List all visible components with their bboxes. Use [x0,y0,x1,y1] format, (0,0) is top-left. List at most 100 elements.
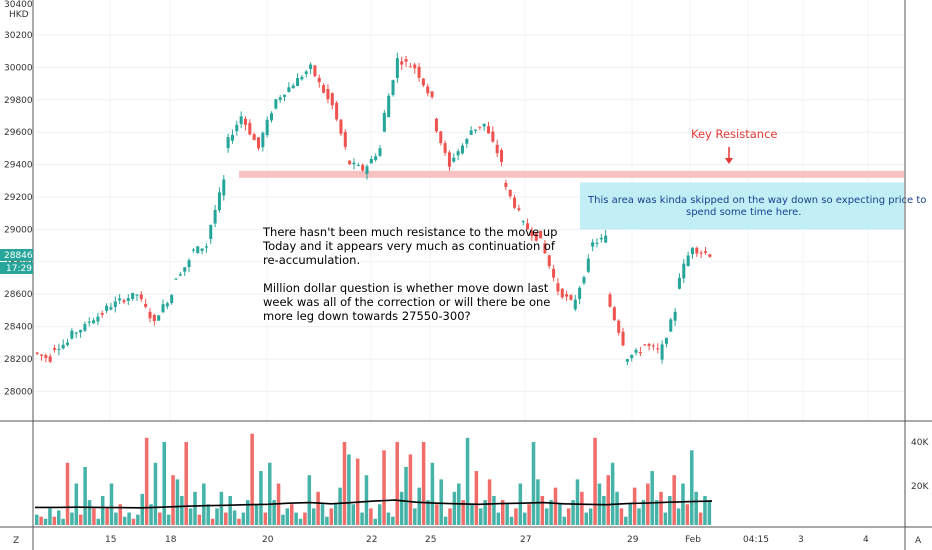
candle-body [591,242,595,247]
candle-body [39,354,44,356]
time-tick-label: 27 [520,535,531,545]
price-tick-label: 28000 [4,387,33,397]
candle-body [426,86,430,94]
volume-bar [219,491,224,525]
accumulation-zone [580,182,904,230]
candle-body [703,251,708,253]
volume-bar [413,508,417,525]
candle-body [469,130,473,135]
candle-body [552,268,556,278]
volume-bar [351,504,356,525]
time-axis-labels: 15 18 20 22 25 27 29 Feb 04:15 3 4 [105,535,869,545]
volume-bar [259,471,263,525]
candle-body [57,348,61,350]
candle-body [421,78,425,86]
candle-body [413,64,417,69]
candle-body [61,344,65,349]
candle-body [565,294,569,297]
candle-body [204,246,208,248]
candle-body [408,66,412,68]
volume-bar [228,495,232,525]
candle-body [200,248,204,251]
candle-body [35,352,39,354]
candle-body [105,305,109,311]
candle-body [682,263,686,279]
volume-bar [329,508,334,525]
candle-body [183,267,187,272]
candle-body [222,179,226,196]
volume-bar [39,516,43,525]
volume-bar [92,508,96,525]
candle-body [660,344,664,360]
candle-body [452,157,456,162]
volume-bar [316,491,320,525]
volume-bar [544,508,549,525]
volume-bar [527,504,531,525]
volume-bar [553,487,558,525]
candle-body [447,152,451,167]
volume-bar [417,487,421,525]
volume-bar [615,491,619,525]
volume-moving-average-line [35,499,713,509]
volume-bar [584,512,589,525]
candle-body [243,118,247,125]
candle-body [521,221,525,223]
candle-body [100,313,104,315]
volume-bar [338,487,342,525]
auto-scale-a-label[interactable]: A [915,536,922,546]
volume-bar [707,500,712,525]
candle-body [473,129,478,131]
candle-body [699,252,703,254]
candle-body [48,356,52,362]
candle-body [513,197,517,208]
volume-bar [606,475,611,525]
volume-bar [470,504,474,525]
volume-bar [496,512,501,525]
candle-body [109,307,113,310]
volume-bar [114,512,118,525]
price-tick-label: 29000 [4,225,33,235]
candle-body [165,303,169,307]
candle-body [491,131,495,142]
volume-bar [325,516,329,525]
volume-bar [487,479,492,525]
volume-bar [100,495,105,525]
time-tick-label: Feb [685,535,701,545]
candle-body [139,294,143,300]
candle-body [404,59,408,62]
volume-bar [56,510,61,525]
candle-body [70,330,74,339]
volume-bar [514,508,518,525]
volume-bar [654,500,659,525]
candle-body [604,235,608,243]
candle-body [174,278,178,280]
volume-bar [681,483,685,525]
candle-body [131,292,135,299]
time-tick-label: 15 [105,535,116,545]
candle-body [673,311,677,321]
volume-bar [518,483,523,525]
time-tick-label: 4 [863,535,869,545]
volume-bar [610,462,615,525]
candle-body [508,189,512,197]
candle-body [356,165,360,167]
volume-bar [83,466,87,525]
volume-bar [452,491,457,525]
time-tick-label: 20 [262,535,274,545]
candle-body [135,294,139,296]
candle-body [335,102,339,120]
commentary-line: There hasn't been much resistance to the… [262,225,557,239]
volume-bar [483,500,487,525]
volume-bar [250,433,254,525]
candle-body [92,320,96,324]
candle-body [391,80,395,95]
volume-bar [285,508,290,525]
volume-bar [140,493,145,525]
price-tick-label: 29800 [4,96,33,106]
auto-scale-z-label[interactable]: Z [13,536,19,546]
time-tick-label: 3 [798,535,804,545]
volume-bar [395,442,399,525]
candle-body [625,359,629,362]
candle-body [465,139,469,144]
volume-tick-40k: 40K [911,438,929,448]
